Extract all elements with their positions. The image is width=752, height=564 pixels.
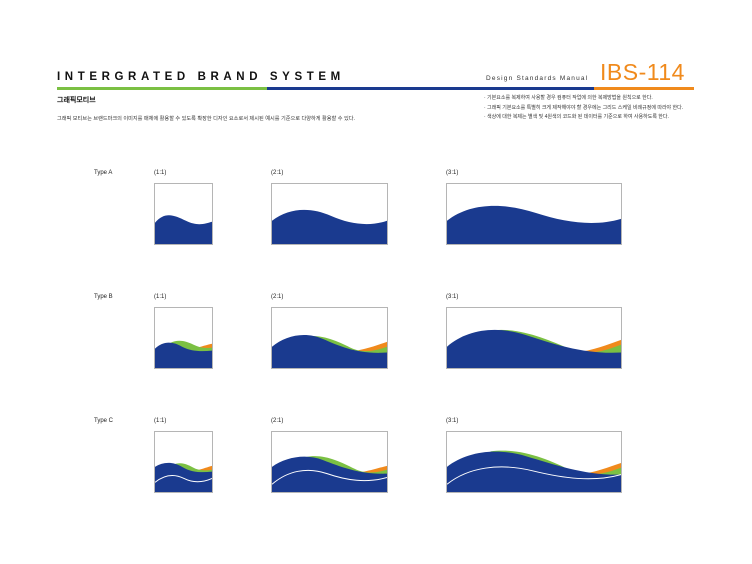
ratio-label-a-2: (2:1) <box>271 170 284 176</box>
wave-graphic <box>272 209 387 244</box>
brand-title: INTERGRATED BRAND SYSTEM <box>57 71 345 83</box>
manual-label: Design Standards Manual <box>486 75 589 82</box>
ratio-label-b-3: (3:1) <box>446 294 459 300</box>
wave-graphic <box>155 462 212 492</box>
motif-panel-b-2 <box>271 307 388 369</box>
ratio-label-c-3: (3:1) <box>446 418 459 424</box>
rule-green-segment <box>57 87 267 90</box>
wave-graphic <box>447 205 621 244</box>
wave-graphic <box>447 450 621 492</box>
wave-graphic <box>272 456 387 492</box>
rule-orange-segment <box>594 87 694 90</box>
header-rule <box>57 87 694 90</box>
motif-panel-b-1 <box>154 307 213 369</box>
row-label-type-c: Type C <box>94 418 114 424</box>
ratio-label-b-2: (2:1) <box>271 294 284 300</box>
motif-panel-c-2 <box>271 431 388 493</box>
section-description: 그래픽 모티브는 브랜드마크의 이미지를 매체에 활용할 수 있도록 확장한 디… <box>57 116 355 122</box>
note-item: · 색상에 대한 복제는 별색 및 4원색의 코드화 된 데이터를 기준으로 하… <box>484 114 669 120</box>
note-item: · 그래픽 기본요소를 특별히 크게 제작해야야 할 경우에는 그리드 스케일 … <box>484 104 684 111</box>
motif-panel-a-3 <box>446 183 622 245</box>
blue-wave <box>155 342 212 368</box>
ratio-label-a-1: (1:1) <box>154 170 167 176</box>
motif-panel-c-3 <box>446 431 622 493</box>
ratio-label-a-3: (3:1) <box>446 170 459 176</box>
white-line <box>272 469 387 485</box>
motif-panel-a-2 <box>271 183 388 245</box>
wave-graphic <box>272 334 387 368</box>
row-label-type-b: Type B <box>94 294 113 300</box>
section-title: 그래픽모티브 <box>57 97 96 104</box>
ratio-label-c-2: (2:1) <box>271 418 284 424</box>
motif-panel-c-1 <box>154 431 213 493</box>
wave-graphic <box>447 329 621 368</box>
blue-wave <box>447 205 621 244</box>
wave-graphic <box>155 215 212 244</box>
white-line <box>155 475 212 483</box>
row-label-type-a: Type A <box>94 170 113 176</box>
wave-graphic <box>155 340 212 368</box>
ratio-label-c-1: (1:1) <box>154 418 167 424</box>
blue-wave <box>272 209 387 244</box>
rule-blue-segment <box>267 87 594 90</box>
note-item: · 기본요소를 복제하여 사용할 경우 컴퓨터 작업에 의한 복제방법을 원칙으… <box>484 95 653 101</box>
blue-wave <box>155 462 212 492</box>
blue-wave <box>447 329 621 368</box>
motif-panel-b-3 <box>446 307 622 369</box>
blue-wave <box>447 451 621 492</box>
ratio-label-b-1: (1:1) <box>154 294 167 300</box>
notes-list: · 기본요소를 복제하여 사용할 경우 컴퓨터 작업에 의한 복제방법을 원칙으… <box>484 94 683 123</box>
blue-wave <box>272 334 387 368</box>
document-code: IBS-114 <box>600 59 685 85</box>
motif-panel-a-1 <box>154 183 213 245</box>
blue-wave <box>155 215 212 244</box>
white-line <box>447 466 621 485</box>
